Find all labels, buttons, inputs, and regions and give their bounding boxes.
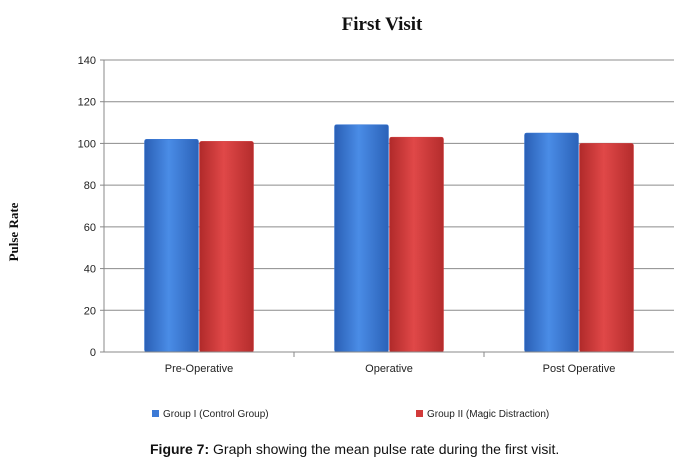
figure-caption: Figure 7: Graph showing the mean pulse r… [150, 441, 559, 457]
y-axis-ticks: 0 20 40 60 80 100 120 140 [78, 55, 104, 359]
legend-label-0: Group I (Control Group) [163, 409, 269, 420]
legend-swatch-0 [152, 410, 159, 417]
category-labels: Pre-Operative Operative Post Operative [165, 363, 616, 375]
y-axis-label: Pulse Rate [6, 202, 21, 261]
gridlines [104, 59, 674, 311]
legend-swatch-1 [416, 410, 423, 417]
y-tick-label: 80 [84, 180, 96, 192]
y-tick-label: 100 [78, 138, 96, 150]
bar-1-1 [389, 136, 444, 353]
chart-title: First Visit [342, 14, 423, 35]
legend-label-1: Group II (Magic Distraction) [427, 409, 549, 420]
y-tick-label: 60 [84, 222, 96, 234]
bars [144, 124, 634, 353]
y-tick-label: 40 [84, 264, 96, 276]
caption-text: Graph showing the mean pulse rate during… [209, 441, 560, 457]
bar-0-1 [334, 124, 389, 353]
bar-1-0 [199, 141, 254, 353]
chart: First Visit Pulse Rate 0 20 40 60 80 100 120 14… [6, 14, 674, 420]
y-tick-label: 120 [78, 97, 96, 109]
bar-1-2 [579, 143, 634, 353]
category-label: Pre-Operative [165, 363, 233, 375]
category-label: Operative [365, 363, 413, 375]
category-label: Post Operative [543, 363, 616, 375]
caption-label: Figure 7: [150, 441, 210, 457]
y-tick-label: 20 [84, 305, 96, 317]
y-tick-label: 140 [78, 55, 96, 67]
legend: Group I (Control Group) Group II (Magic D… [152, 409, 549, 420]
y-tick-label: 0 [90, 347, 96, 359]
bar-0-2 [524, 132, 579, 353]
bar-0-0 [144, 139, 199, 353]
axes [103, 60, 674, 357]
